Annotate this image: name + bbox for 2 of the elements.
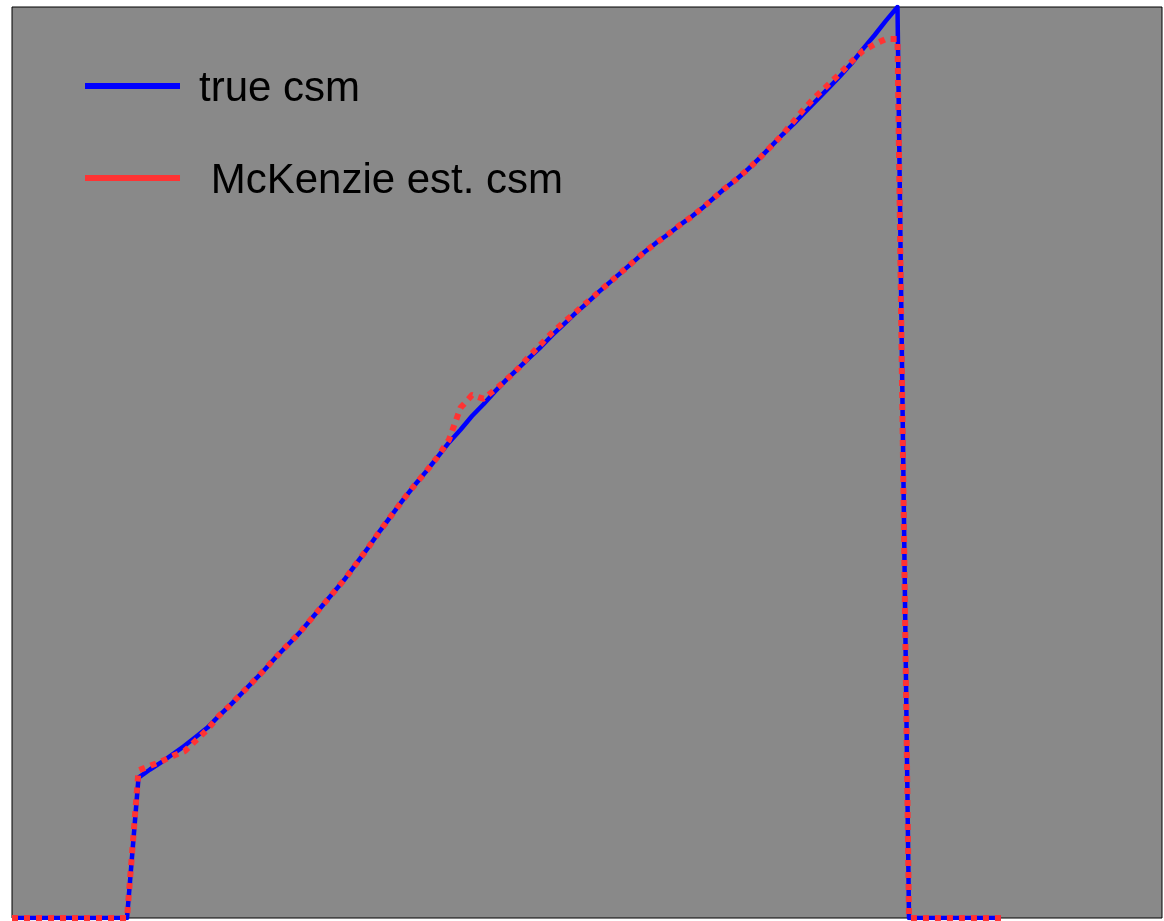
legend-label: McKenzie est. csm: [199, 154, 564, 202]
legend-label: true csm: [199, 62, 361, 110]
